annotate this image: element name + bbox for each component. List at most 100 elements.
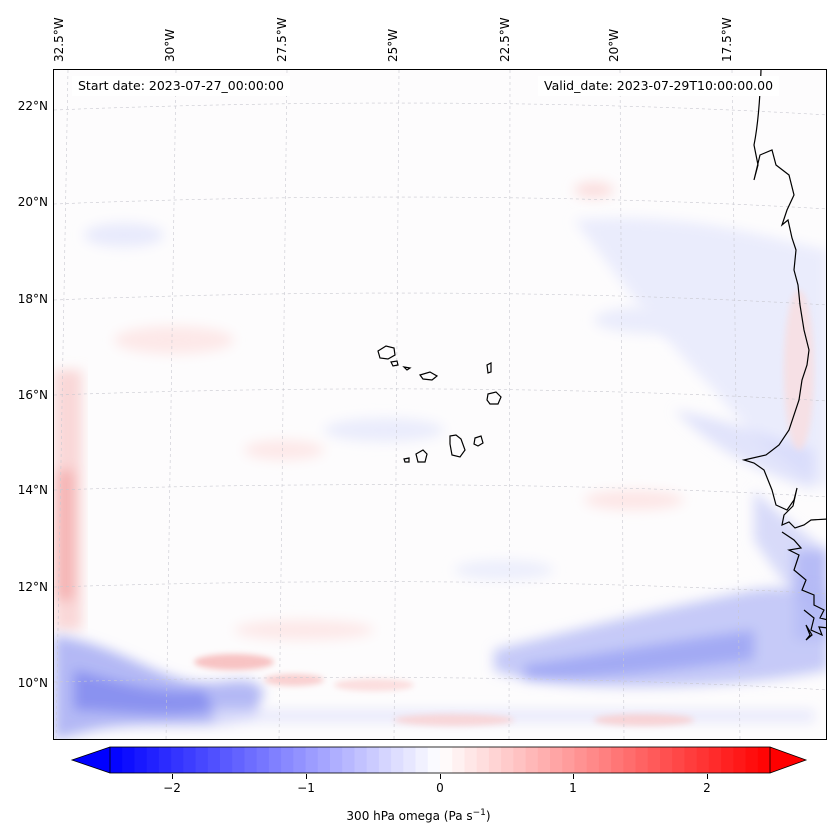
colorbar-segment (427, 747, 441, 773)
colorbar-label-main: 300 hPa omega (Pa s (346, 809, 473, 823)
colorbar-segment (562, 747, 576, 773)
colorbar-label-exponent: −1 (472, 808, 486, 818)
colorbar-segment (110, 747, 123, 773)
colorbar-segment (403, 747, 417, 773)
colorbar-outline-ends (70, 746, 111, 774)
cb-tick-2: 2 (703, 781, 711, 795)
cb-tickmark-2 (707, 774, 708, 779)
colorbar-label: 300 hPa omega (Pa s−1) (0, 808, 837, 823)
colorbar-segment (171, 747, 184, 773)
colorbar-segment (598, 747, 612, 773)
lat-label-12n: 12°N (17, 580, 48, 594)
west-africa-coastline (741, 70, 826, 641)
colorbar-label-close: ) (485, 809, 491, 823)
colorbar-segment (550, 747, 563, 773)
colorbar (70, 746, 808, 774)
lon-label-32-5w: 32.5°W (52, 17, 66, 62)
colorbar-segment (672, 747, 686, 773)
graticule (54, 70, 826, 739)
colorbar-segment (134, 747, 148, 773)
omega-positive-southern-patches (194, 290, 814, 726)
colorbar-outline-right (769, 746, 808, 774)
colorbar-segment (452, 747, 466, 773)
colorbar-segment (220, 747, 233, 773)
colorbar-segment (464, 747, 478, 773)
colorbar-segment (378, 747, 392, 773)
colorbar-segment (354, 747, 368, 773)
colorbar-segments (110, 747, 771, 773)
cb-tick-m1: −1 (297, 781, 315, 795)
lon-label-30w: 30°W (163, 28, 177, 62)
lat-label-10n: 10°N (17, 676, 48, 690)
lat-label-20n: 20°N (17, 195, 48, 209)
colorbar-segment (708, 747, 722, 773)
colorbar-segment (366, 747, 380, 773)
colorbar-segment (232, 747, 246, 773)
colorbar-segment (195, 747, 209, 773)
lat-label-16n: 16°N (17, 388, 48, 402)
colorbar-segment (244, 747, 258, 773)
lon-label-17-5w: 17.5°W (720, 17, 734, 62)
colorbar-segment (721, 747, 734, 773)
colorbar-segment (537, 747, 551, 773)
cb-tickmark-m1 (306, 774, 307, 779)
colorbar-segment (122, 747, 136, 773)
colorbar-segment (281, 747, 294, 773)
colorbar-segment (330, 747, 343, 773)
cb-tickmark-m2 (172, 774, 173, 779)
colorbar-segment (342, 747, 356, 773)
colorbar-segment (745, 747, 759, 773)
colorbar-extend-min (72, 747, 110, 773)
lat-label-22n: 22°N (17, 99, 48, 113)
colorbar-segment (574, 747, 588, 773)
valid-date-label: Valid_date: 2023-07-29T10:00:00.00 (538, 76, 780, 96)
colorbar-segment (256, 747, 270, 773)
omega-negative-southern-band (54, 587, 826, 739)
colorbar-segment (501, 747, 514, 773)
colorbar-segment (305, 747, 319, 773)
colorbar-segment (525, 747, 539, 773)
colorbar-segment (158, 747, 172, 773)
cb-tick-0: 0 (436, 781, 444, 795)
colorbar-segment (733, 747, 747, 773)
lon-label-25w: 25°W (386, 28, 400, 62)
lon-label-20w: 20°W (607, 28, 621, 62)
colorbar-segment (183, 747, 197, 773)
colorbar-segment (684, 747, 698, 773)
colorbar-segment (696, 747, 710, 773)
lon-label-27-5w: 27.5°W (275, 17, 289, 62)
map-panel[interactable]: Start date: 2023-07-27_00:00:00 Valid_da… (53, 69, 827, 740)
cabo-verde-islands (377, 345, 502, 463)
colorbar-segment (391, 747, 404, 773)
colorbar-segment (476, 747, 490, 773)
colorbar-segment (488, 747, 502, 773)
colorbar-segment (415, 747, 429, 773)
start-date-label: Start date: 2023-07-27_00:00:00 (72, 76, 290, 96)
colorbar-segment (586, 747, 600, 773)
colorbar-segment (513, 747, 527, 773)
colorbar-segment (660, 747, 673, 773)
lon-label-22-5w: 22.5°W (498, 17, 512, 62)
omega-field-map (54, 70, 826, 739)
colorbar-segment (293, 747, 307, 773)
colorbar-segment (268, 747, 282, 773)
colorbar-segment (635, 747, 649, 773)
colorbar-segment (317, 747, 331, 773)
lat-label-18n: 18°N (17, 292, 48, 306)
colorbar-segment (757, 747, 771, 773)
colorbar-segment (647, 747, 661, 773)
omega-positive-left-band (54, 370, 82, 630)
colorbar-segment (146, 747, 160, 773)
cb-tick-1: 1 (569, 781, 577, 795)
colorbar-segment (440, 747, 453, 773)
cb-tick-m2: −2 (163, 781, 181, 795)
cb-tickmark-1 (573, 774, 574, 779)
cb-tickmark-0 (440, 774, 441, 779)
omega-weak-anomalies (84, 182, 714, 640)
colorbar-extend-max (770, 747, 806, 773)
colorbar-outline (109, 746, 771, 774)
colorbar-segment (611, 747, 624, 773)
colorbar-segment (207, 747, 221, 773)
colorbar-segment (623, 747, 637, 773)
lat-label-14n: 14°N (17, 483, 48, 497)
